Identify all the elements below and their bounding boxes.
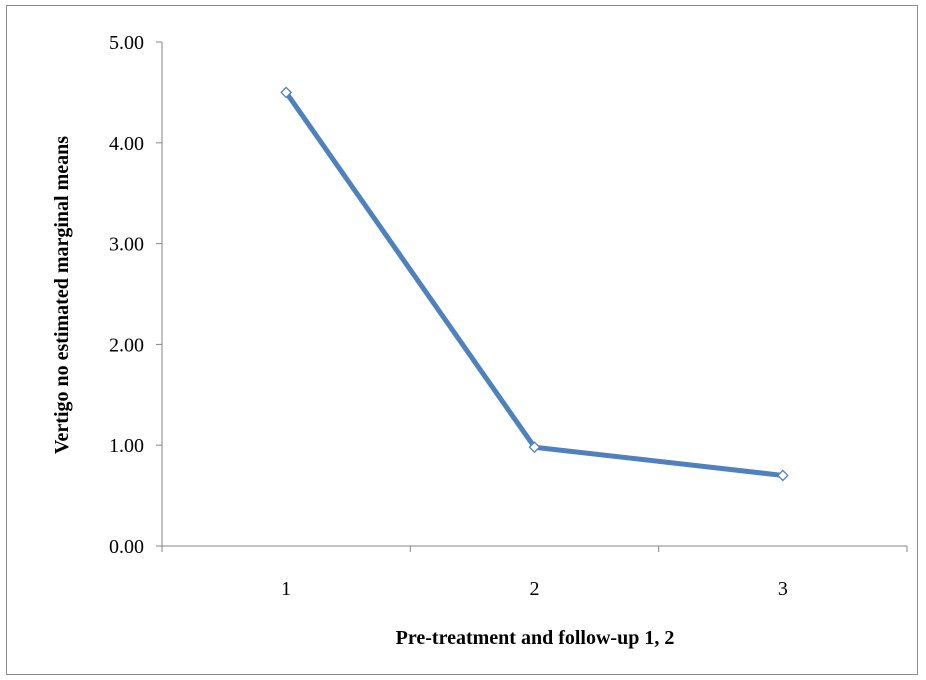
y-tick-label: 5.00	[109, 32, 144, 54]
y-tick-label: 3.00	[109, 234, 144, 256]
x-tick-label: 2	[530, 578, 540, 600]
x-tick-label: 1	[281, 578, 291, 600]
series	[280, 86, 789, 482]
data-point-marker	[528, 441, 541, 454]
x-tick-label: 3	[778, 578, 788, 600]
tick-labels: 0.00 1.00 2.00 3.00 4.00 5.00 1 2 3	[109, 32, 788, 600]
y-tick-label: 2.00	[109, 334, 144, 356]
data-point-marker	[776, 469, 789, 482]
axes	[156, 41, 908, 552]
series-line	[283, 89, 786, 478]
y-tick-label: 1.00	[109, 435, 144, 457]
x-axis-title: Pre-treatment and follow-up 1, 2	[396, 627, 675, 649]
y-tick-label: 4.00	[109, 133, 144, 155]
data-point-marker	[280, 86, 293, 99]
y-axis-title: Vertigo no estimated marginal means	[51, 136, 73, 454]
y-tick-label: 0.00	[109, 536, 144, 558]
